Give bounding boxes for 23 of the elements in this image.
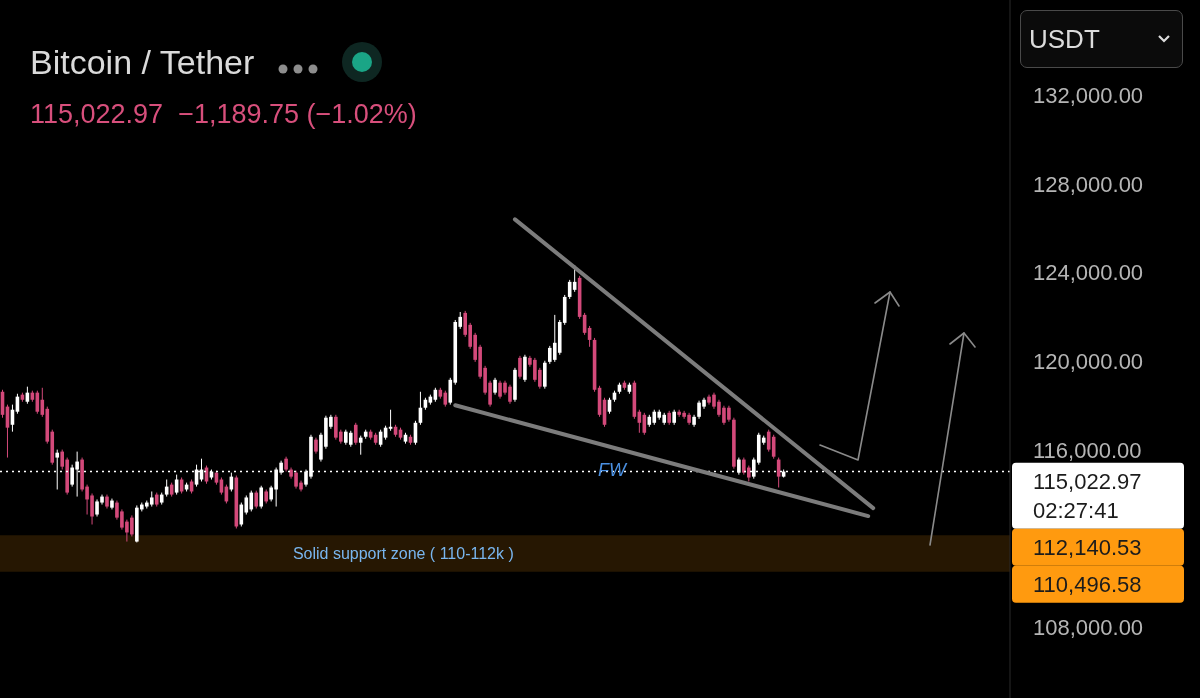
text: 112,140.53 [1033,534,1142,560]
y-tick-label: 108,000.00 [1033,614,1144,640]
band-label: Solid support zone ( 110-112k ) [292,545,514,563]
text: 02:27:41 [1033,497,1119,523]
candlestick [518,355,522,380]
y-axis-title: USDT [1029,23,1100,54]
candlestick [523,354,527,383]
ref-line-label: 115,022.97 [1033,468,1142,494]
candlestick [543,360,547,390]
text: 110,496.58 [1033,571,1142,597]
y-tick-label: 116,000.00 [1033,437,1142,463]
text: 115,022.97 −1,189.75 (−1.02%) [30,99,417,129]
y-tick-label: 124,000.00 [1033,260,1144,286]
y-tick-label: 120,000.00 [1033,349,1144,374]
candlestick [259,485,264,510]
y-tick-label: 132,000.00 [1033,83,1144,109]
candlestick [353,422,358,446]
candlestick [358,435,363,456]
y-tick-label: 128,000.00 [1033,171,1144,197]
text: Bitcoin / Tether [30,43,255,81]
dropdown: USDT [1020,10,1183,68]
annotation: FW [598,460,628,480]
candlestick [766,429,771,453]
